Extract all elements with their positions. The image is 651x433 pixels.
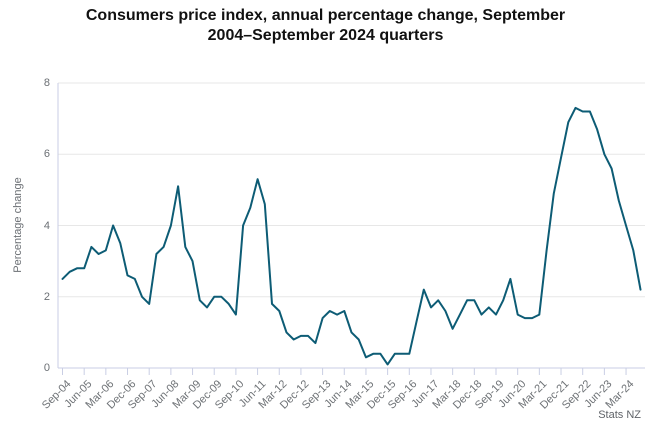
chart-title-line1: Consumers price index, annual percentage… <box>85 7 566 24</box>
chart-title: Consumers price index, annual percentage… <box>0 6 651 46</box>
y-axis-tick-label: 8 <box>43 77 50 89</box>
cpi-series-line <box>61 106 642 366</box>
y-axis-tick-label: 0 <box>43 362 50 374</box>
source-attribution: Stats NZ <box>598 409 641 421</box>
chart-title-line2: 2004–September 2024 quarters <box>207 27 444 44</box>
y-axis-tick-label: 6 <box>43 148 50 161</box>
y-axis-tick-label: 2 <box>43 290 50 303</box>
y-axis-tick-label: 4 <box>43 219 50 232</box>
